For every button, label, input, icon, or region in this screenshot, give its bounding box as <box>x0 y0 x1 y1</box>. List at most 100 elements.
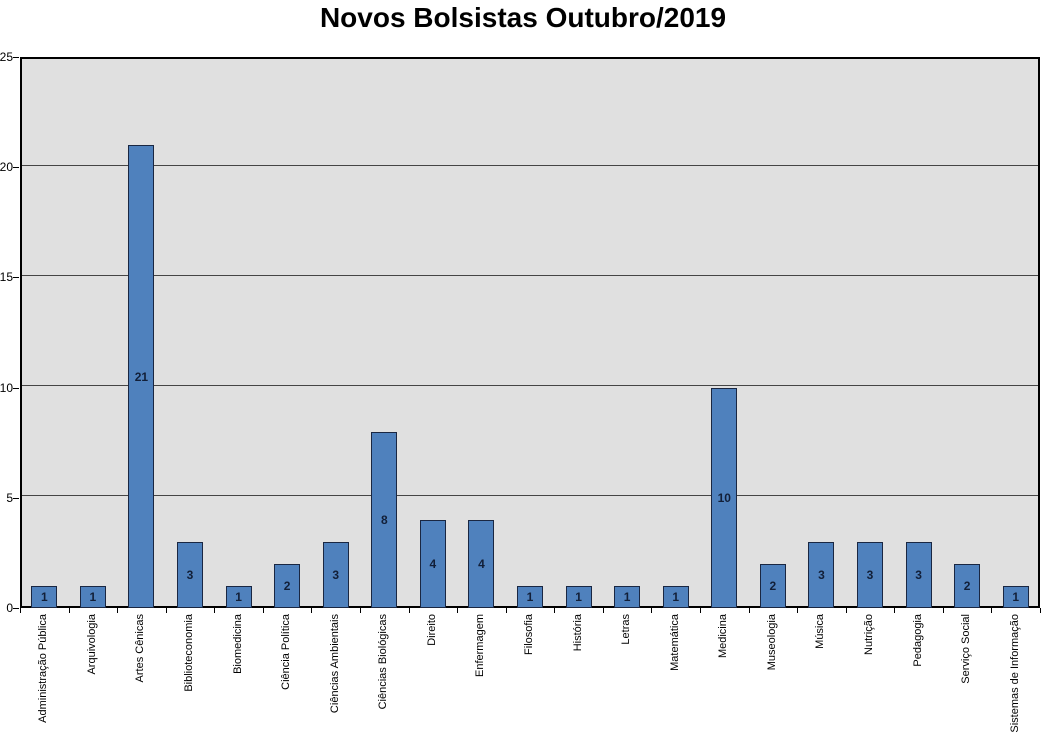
x-axis-category-label: Filosofia <box>523 614 535 655</box>
x-axis-category-label: Música <box>814 614 827 649</box>
bar <box>759 563 786 608</box>
bar-value-label: 10 <box>717 490 731 505</box>
x-axis-category-label: Direito <box>425 614 438 646</box>
bar-value-label: 3 <box>915 567 922 582</box>
bar <box>128 145 155 608</box>
x-axis-category-label: Ciência Política <box>280 614 293 690</box>
bar <box>322 541 349 608</box>
x-axis-tick <box>991 608 993 613</box>
y-axis-tick-label: 25 <box>0 50 13 64</box>
bar <box>808 541 835 608</box>
x-axis-category-label: Administração Pública <box>37 614 50 723</box>
bar-value-label: 4 <box>478 556 485 571</box>
bar <box>662 585 689 608</box>
bar-value-label: 1 <box>89 589 97 604</box>
x-axis-tick <box>602 608 604 613</box>
bar-value-label: 3 <box>866 567 874 582</box>
plot-area <box>20 57 1040 608</box>
x-axis-tick <box>262 608 264 613</box>
x-axis-tick <box>408 608 410 613</box>
bar-value-label: 4 <box>429 556 437 571</box>
x-axis-tick <box>311 608 313 613</box>
bar <box>31 585 58 608</box>
y-axis-tick <box>13 57 19 58</box>
x-axis-category-label: Arquivologia <box>85 614 98 675</box>
bar-value-label: 1 <box>1012 589 1020 604</box>
gridline <box>22 385 1038 387</box>
x-axis-tick <box>651 608 653 613</box>
x-axis-category-label: História <box>571 614 584 652</box>
x-axis-tick <box>1040 608 1041 613</box>
x-axis-tick <box>505 608 507 613</box>
x-axis-tick <box>457 608 459 613</box>
y-axis-tick-label: 0 <box>6 601 13 615</box>
x-axis-category-label: Pedagogia <box>911 614 924 667</box>
x-axis-category-label: Biomedicina <box>231 614 244 674</box>
x-axis-category-label: Medicina <box>717 614 730 659</box>
x-axis-category-label: Ciências Biológicas <box>377 614 390 710</box>
y-axis-tick <box>13 167 19 169</box>
bar-value-label: 1 <box>575 589 582 604</box>
x-axis-tick <box>165 608 167 613</box>
x-axis-tick <box>894 608 896 613</box>
bar-value-label: 2 <box>283 578 291 593</box>
bar-value-label: 1 <box>40 589 48 604</box>
x-axis-category-label: Museologia <box>765 614 778 671</box>
bar-value-label: 8 <box>380 512 388 527</box>
x-axis-tick <box>117 608 119 613</box>
bar-value-label: 3 <box>332 567 340 582</box>
bar-value-label: 1 <box>672 589 680 604</box>
bar <box>371 431 398 608</box>
y-axis-tick <box>13 497 19 499</box>
y-axis-tick <box>13 608 19 609</box>
bar-value-label: 3 <box>818 567 825 582</box>
bar-value-label: 1 <box>526 589 534 604</box>
x-axis-tick <box>554 608 556 613</box>
bar <box>419 519 446 608</box>
x-axis-tick <box>942 608 944 613</box>
x-axis-tick <box>20 608 21 613</box>
x-axis-category-label: Enfermagem <box>474 614 487 677</box>
gridline <box>22 495 1038 497</box>
x-axis-tick <box>797 608 799 613</box>
x-axis-tick <box>700 608 701 613</box>
bar <box>954 563 981 608</box>
bar <box>1002 585 1029 608</box>
x-axis-tick <box>845 608 847 613</box>
bar <box>711 387 738 608</box>
y-axis-tick-label: 15 <box>0 270 13 285</box>
x-axis-category-label: Biblioteconomia <box>183 614 195 692</box>
chart-title: Novos Bolsistas Outubro/2019 <box>319 2 727 33</box>
x-axis-category-label: Ciências Ambientais <box>328 614 341 714</box>
bar-value-label: 2 <box>963 578 971 593</box>
bar <box>565 585 592 608</box>
bar <box>517 585 543 608</box>
gridline <box>22 164 1038 166</box>
x-axis-category-label: Matemática <box>668 614 681 671</box>
x-axis-category-label: Serviço Social <box>960 614 973 684</box>
y-axis-tick-label: 20 <box>0 160 13 175</box>
x-axis-category-label: Letras <box>620 614 633 645</box>
x-axis-tick <box>214 608 216 613</box>
bar <box>614 585 641 608</box>
y-axis-tick <box>13 277 19 279</box>
bar <box>274 563 301 608</box>
x-axis-category-label: Nutrição <box>863 614 875 655</box>
bar <box>79 585 106 608</box>
bar <box>468 519 495 608</box>
bar <box>225 585 252 608</box>
bar-value-label: 21 <box>134 369 149 384</box>
y-axis-tick-label: 5 <box>6 490 13 505</box>
x-axis-tick <box>68 608 70 613</box>
bar-value-label: 2 <box>769 578 777 593</box>
x-axis-tick <box>748 608 750 613</box>
y-axis-tick <box>13 387 19 389</box>
bar-value-label: 1 <box>623 589 631 604</box>
bar <box>857 541 883 608</box>
x-axis-category-label: Artes Cênicas <box>134 614 147 683</box>
bar-value-label: 3 <box>186 567 194 582</box>
x-axis-category-label: Sistemas de Informação <box>1008 614 1021 733</box>
x-axis-tick <box>360 608 361 613</box>
gridline <box>22 274 1038 276</box>
